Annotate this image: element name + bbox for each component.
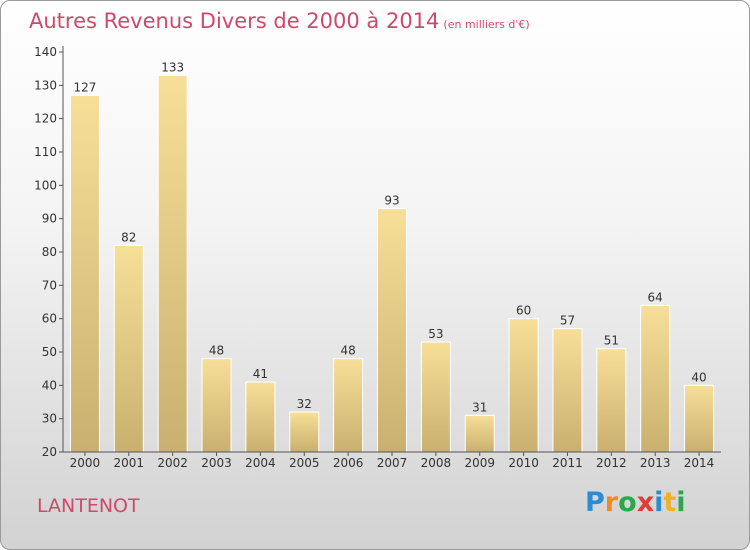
y-tick-label-20: 20: [42, 445, 57, 459]
y-tick-label-140: 140: [34, 45, 57, 59]
location-label: LANTENOT: [37, 495, 140, 517]
bar-2000: [69, 94, 100, 453]
bar-2014: [684, 384, 715, 453]
bar-2007: [377, 208, 407, 453]
x-tick-label-2014: 2014: [684, 456, 715, 470]
data-label-2006: 48: [340, 344, 355, 358]
axes-group: 2000 2001 2002 2003 2004 2005 2006 2007 2008 2009…: [34, 45, 721, 470]
data-label-2012: 51: [604, 334, 619, 348]
bars-group: 127 82 133 48 41 32 48 93 53 31 60 57 51 64 40: [69, 60, 715, 453]
y-tick-label-90: 90: [42, 212, 57, 226]
x-tick-label-2009: 2009: [464, 456, 495, 470]
data-label-2000: 127: [73, 80, 96, 94]
y-tick-label-80: 80: [42, 245, 57, 259]
data-label-2005: 32: [297, 397, 312, 411]
x-tick-label-2011: 2011: [552, 456, 583, 470]
data-label-2008: 53: [428, 327, 443, 341]
bar-2004: [245, 381, 276, 453]
data-label-2004: 41: [253, 367, 268, 381]
y-tick-label-70: 70: [42, 278, 57, 292]
chart-title-text: Autres Revenus Divers de 2000 à 2014: [29, 9, 440, 33]
y-tick-label-60: 60: [42, 312, 57, 326]
bar-2003: [201, 358, 232, 453]
x-tick-label-2013: 2013: [640, 456, 671, 470]
x-tick-label-2003: 2003: [201, 456, 232, 470]
y-tick-label-120: 120: [34, 112, 57, 126]
bar-2006: [333, 358, 364, 453]
x-tick-label-2008: 2008: [421, 456, 452, 470]
x-tick-label-2012: 2012: [596, 456, 627, 470]
x-tick-label-2001: 2001: [114, 456, 145, 470]
data-label-2013: 64: [648, 290, 663, 304]
y-tick-label-110: 110: [34, 145, 57, 159]
logo-letter: i: [654, 487, 664, 518]
bar-2002: [157, 74, 188, 453]
data-label-2003: 48: [209, 344, 224, 358]
chart-title: Autres Revenus Divers de 2000 à 2014 (en …: [29, 9, 530, 33]
y-tick-label-30: 30: [42, 412, 57, 426]
y-tick-label-40: 40: [42, 378, 57, 392]
data-label-2002: 133: [161, 60, 184, 74]
x-tick-label-2007: 2007: [377, 456, 408, 470]
logo-letter: P: [585, 487, 605, 518]
bar-2012: [596, 348, 627, 453]
data-label-2014: 40: [691, 370, 706, 384]
y-tick-label-100: 100: [34, 178, 57, 192]
bar-2010: [508, 318, 539, 453]
logo-letter: i: [676, 487, 686, 518]
data-label-2010: 60: [516, 304, 531, 318]
bar-2011: [552, 328, 583, 453]
data-label-2009: 31: [472, 400, 487, 414]
x-tick-label-2006: 2006: [333, 456, 364, 470]
proxiti-logo: Proxiti: [585, 487, 686, 518]
bar-2013: [640, 304, 671, 453]
data-label-2007: 93: [384, 194, 399, 208]
y-tick-label-50: 50: [42, 345, 57, 359]
bar-2005: [289, 411, 320, 453]
bar-2001: [113, 244, 144, 453]
x-tick-label-2000: 2000: [70, 456, 101, 470]
x-tick-label-2004: 2004: [245, 456, 276, 470]
data-label-2001: 82: [121, 230, 136, 244]
logo-letter: t: [663, 487, 677, 518]
x-tick-label-2005: 2005: [289, 456, 320, 470]
logo-letter: o: [618, 487, 637, 518]
logo-letter: r: [604, 487, 619, 518]
logo-letter: x: [636, 487, 655, 518]
bar-2009: [464, 414, 495, 453]
x-tick-label-2010: 2010: [508, 456, 539, 470]
bar-2008: [420, 341, 451, 453]
y-tick-label-130: 130: [34, 78, 57, 92]
chart-subtitle: (en milliers d'€): [443, 18, 530, 31]
x-tick-label-2002: 2002: [157, 456, 188, 470]
data-label-2011: 57: [560, 314, 575, 328]
